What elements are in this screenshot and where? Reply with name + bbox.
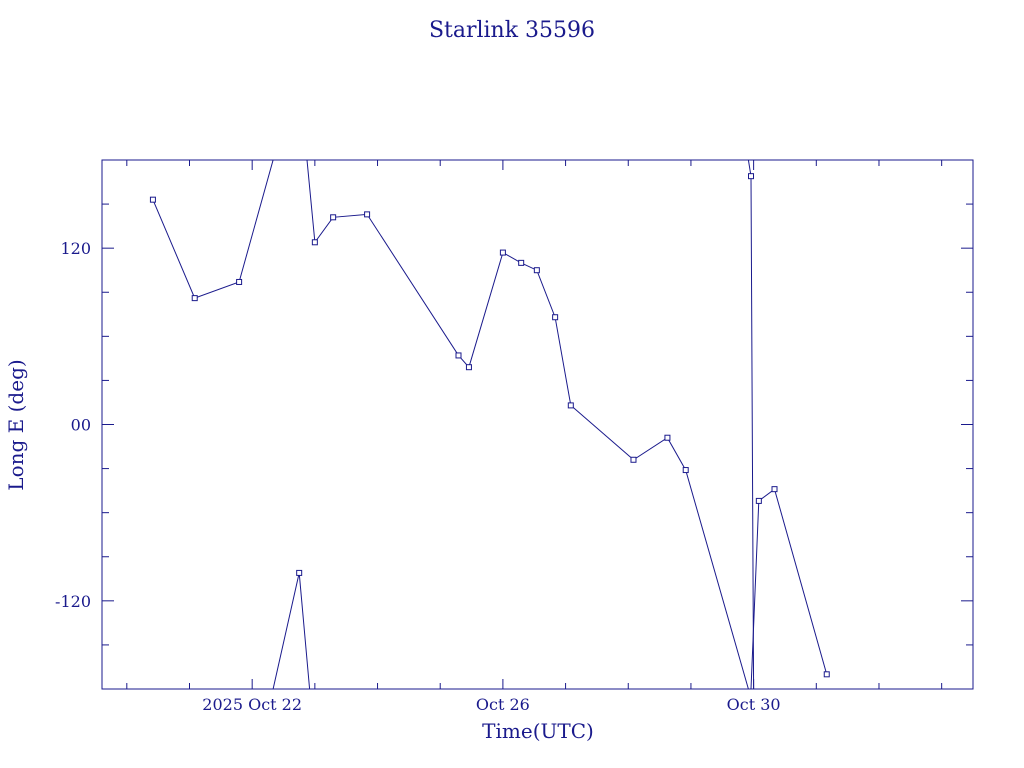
data-point bbox=[236, 278, 243, 285]
data-point bbox=[533, 267, 540, 274]
data-point bbox=[552, 314, 559, 321]
data-point bbox=[191, 295, 198, 302]
x-tick-label: Oct 30 bbox=[727, 695, 781, 714]
data-point bbox=[311, 239, 318, 246]
data-point bbox=[364, 211, 371, 218]
data-point bbox=[771, 486, 778, 493]
y-tick-label: 120 bbox=[60, 239, 91, 258]
data-point bbox=[518, 259, 525, 266]
data-point bbox=[748, 173, 755, 180]
data-point bbox=[755, 497, 762, 504]
x-axis-title: Time(UTC) bbox=[482, 719, 594, 743]
data-point bbox=[682, 467, 689, 474]
data-point bbox=[664, 434, 671, 441]
x-tick-label: Oct 26 bbox=[476, 695, 530, 714]
series-line bbox=[750, 488, 828, 689]
data-point bbox=[296, 569, 303, 576]
data-point bbox=[330, 214, 337, 221]
data-point bbox=[567, 402, 574, 409]
y-tick-label: -120 bbox=[55, 592, 91, 611]
y-axis-title: Long E (deg) bbox=[4, 359, 28, 490]
data-point bbox=[823, 671, 830, 678]
data-point bbox=[149, 196, 156, 203]
data-point bbox=[465, 364, 472, 371]
data-point bbox=[499, 249, 506, 256]
plot-area: 2025 Oct 22 Oct 26 Oct 30 120 00 -120 bbox=[55, 159, 974, 714]
data-point bbox=[630, 456, 637, 463]
y-tick-label: 00 bbox=[71, 416, 91, 435]
data-point bbox=[455, 352, 462, 359]
series-line bbox=[152, 160, 274, 299]
chart-title: Starlink 35596 bbox=[429, 18, 595, 43]
x-tick-label: 2025 Oct 22 bbox=[202, 695, 302, 714]
